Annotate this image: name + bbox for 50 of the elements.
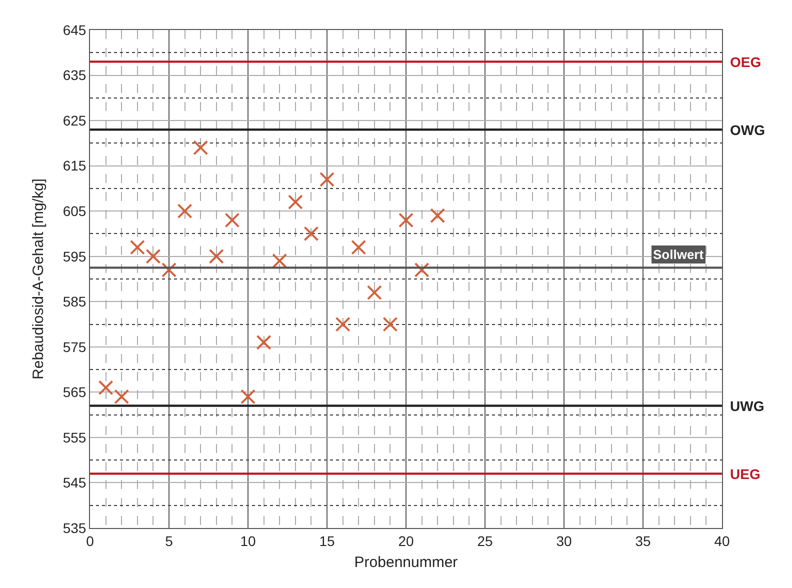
point [272,253,288,268]
y-tick-label: 545 [62,474,86,491]
y-tick-label: 605 [62,202,86,219]
point [320,172,334,187]
y-tick-label: 585 [62,294,86,310]
y-tick-label: 575 [62,338,86,355]
x-tick-label: 30 [556,532,572,549]
ref-line-label: UEG [730,466,760,482]
ref-line-label: OWG [730,122,766,138]
x-tick-label: 15 [319,532,335,549]
x-tick-label: 25 [477,532,493,549]
x-tick-label: 10 [240,532,256,549]
ref-line-label: Sollwert [653,247,704,262]
point [162,262,176,278]
y-tick-label: 645 [62,22,86,38]
point [430,208,446,224]
y-tick-label: 535 [62,520,86,536]
point [304,226,319,242]
point [414,262,430,278]
x-tick-label: 20 [398,532,414,549]
ref-line-label: UWG [730,398,764,414]
x-tick-label: 35 [635,532,651,549]
point [224,212,240,228]
point [146,248,161,264]
x-axis-title: Probennummer [354,554,458,571]
point [240,389,256,404]
y-tick-label: 555 [62,429,86,446]
y-tick-label: 635 [62,67,86,84]
y-tick-label: 595 [62,248,86,264]
ref-line-label: OEG [730,54,762,70]
point [130,240,145,255]
y-tick-label: 565 [62,384,86,400]
y-axis-title: Rebaudiosid-A-Gehalt [mg/kg] [30,178,48,380]
point [398,212,414,228]
point [193,140,208,156]
y-tick-label: 625 [62,112,86,128]
y-tick-label: 615 [62,158,86,174]
point [335,316,350,332]
point [351,240,366,255]
x-tick-label: 40 [714,532,730,549]
x-tick-label: 5 [165,532,174,549]
point [288,194,303,210]
point [177,204,192,219]
point [256,334,272,350]
point [114,389,130,404]
point [208,248,224,264]
x-tick-label: 0 [86,532,94,549]
point [382,316,398,332]
point [366,285,382,300]
point [98,380,114,396]
